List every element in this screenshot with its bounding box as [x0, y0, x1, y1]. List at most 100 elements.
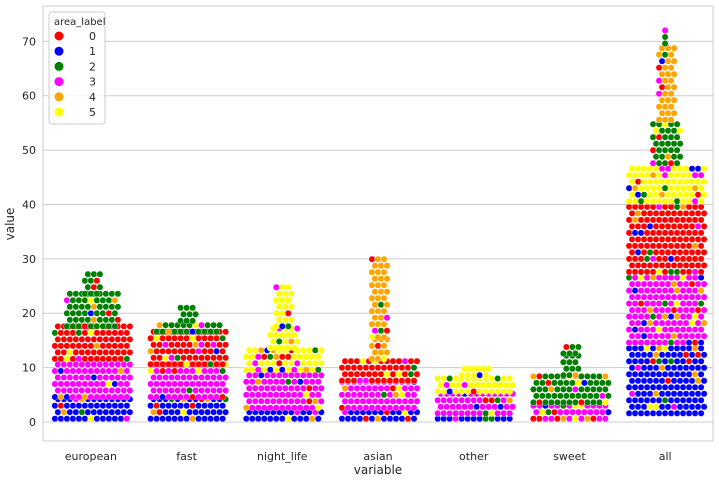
data-point [278, 283, 286, 291]
data-point [637, 300, 645, 307]
data-point [78, 316, 86, 324]
data-point [628, 390, 636, 398]
data-point [198, 321, 206, 329]
data-point [652, 364, 660, 372]
data-point [263, 384, 271, 392]
data-point [314, 353, 322, 361]
data-point [87, 290, 95, 298]
data-point [625, 255, 633, 263]
data-point [631, 370, 639, 378]
data-point [655, 184, 663, 192]
data-point [374, 333, 382, 341]
data-point [69, 342, 77, 350]
data-point [189, 304, 197, 312]
data-point [569, 379, 576, 387]
data-point [682, 293, 690, 301]
data-point [467, 403, 475, 411]
data-point [192, 354, 200, 362]
y-tick-label: 40 [22, 198, 36, 211]
data-point [667, 197, 675, 205]
data-point [685, 242, 693, 250]
data-point [694, 351, 702, 359]
data-point [69, 380, 77, 388]
data-point [72, 387, 80, 394]
data-point [108, 361, 116, 368]
data-point [72, 361, 80, 368]
data-point [661, 216, 669, 224]
data-point [640, 261, 648, 269]
data-point [658, 280, 666, 288]
data-point [569, 343, 576, 351]
data-point [652, 403, 660, 411]
data-point [670, 153, 678, 161]
data-point [189, 393, 197, 401]
data-point [69, 296, 77, 304]
data-point [368, 333, 376, 341]
data-point [177, 334, 185, 342]
data-point [380, 281, 388, 289]
data-point [75, 355, 83, 363]
data-point [593, 392, 600, 400]
data-point [90, 408, 98, 416]
data-point [123, 342, 131, 350]
data-point [637, 357, 645, 365]
data-point [404, 377, 412, 385]
data-point [362, 377, 370, 385]
data-point [694, 235, 702, 243]
data-point [476, 409, 484, 417]
data-point [461, 381, 469, 389]
data-point [643, 383, 651, 391]
data-point [168, 354, 176, 362]
data-point [353, 357, 361, 365]
data-point [664, 306, 672, 314]
data-point [670, 403, 678, 411]
data-point [679, 409, 687, 417]
data-point [296, 353, 304, 361]
data-point [102, 361, 110, 368]
data-point [180, 354, 188, 362]
data-point [213, 367, 221, 375]
data-point [691, 409, 699, 417]
data-point [159, 380, 167, 388]
data-point [640, 280, 648, 288]
data-point [389, 370, 397, 378]
data-point [210, 387, 218, 394]
data-point [682, 261, 690, 269]
data-point [305, 346, 313, 354]
data-point [437, 403, 445, 411]
data-point [51, 402, 59, 410]
data-point [661, 203, 669, 211]
data-point [216, 321, 224, 329]
data-point [60, 408, 68, 416]
data-point [676, 390, 684, 398]
data-point [245, 397, 253, 405]
data-point [177, 347, 185, 355]
data-point [341, 357, 349, 365]
data-point [302, 404, 310, 412]
data-point [344, 415, 352, 423]
data-point [368, 320, 376, 328]
legend-marker [54, 92, 64, 102]
data-point [248, 391, 256, 399]
data-point [245, 384, 253, 392]
data-point [171, 415, 179, 423]
data-point [569, 365, 576, 373]
data-point [183, 317, 191, 325]
data-point [371, 370, 379, 378]
data-point [467, 365, 475, 373]
data-point [105, 367, 113, 375]
data-point [679, 171, 687, 179]
data-point [108, 303, 116, 311]
data-point [691, 287, 699, 294]
data-point [183, 402, 191, 410]
x-axis: european fast night_life asian other sweet all [65, 450, 672, 463]
data-point [222, 341, 230, 349]
data-point [634, 293, 642, 301]
data-point [266, 331, 274, 339]
data-point [96, 348, 104, 356]
data-point [676, 403, 684, 411]
data-point [126, 335, 134, 343]
data-point [664, 390, 672, 398]
y-axis-title: value [3, 208, 17, 241]
data-point [670, 235, 678, 243]
